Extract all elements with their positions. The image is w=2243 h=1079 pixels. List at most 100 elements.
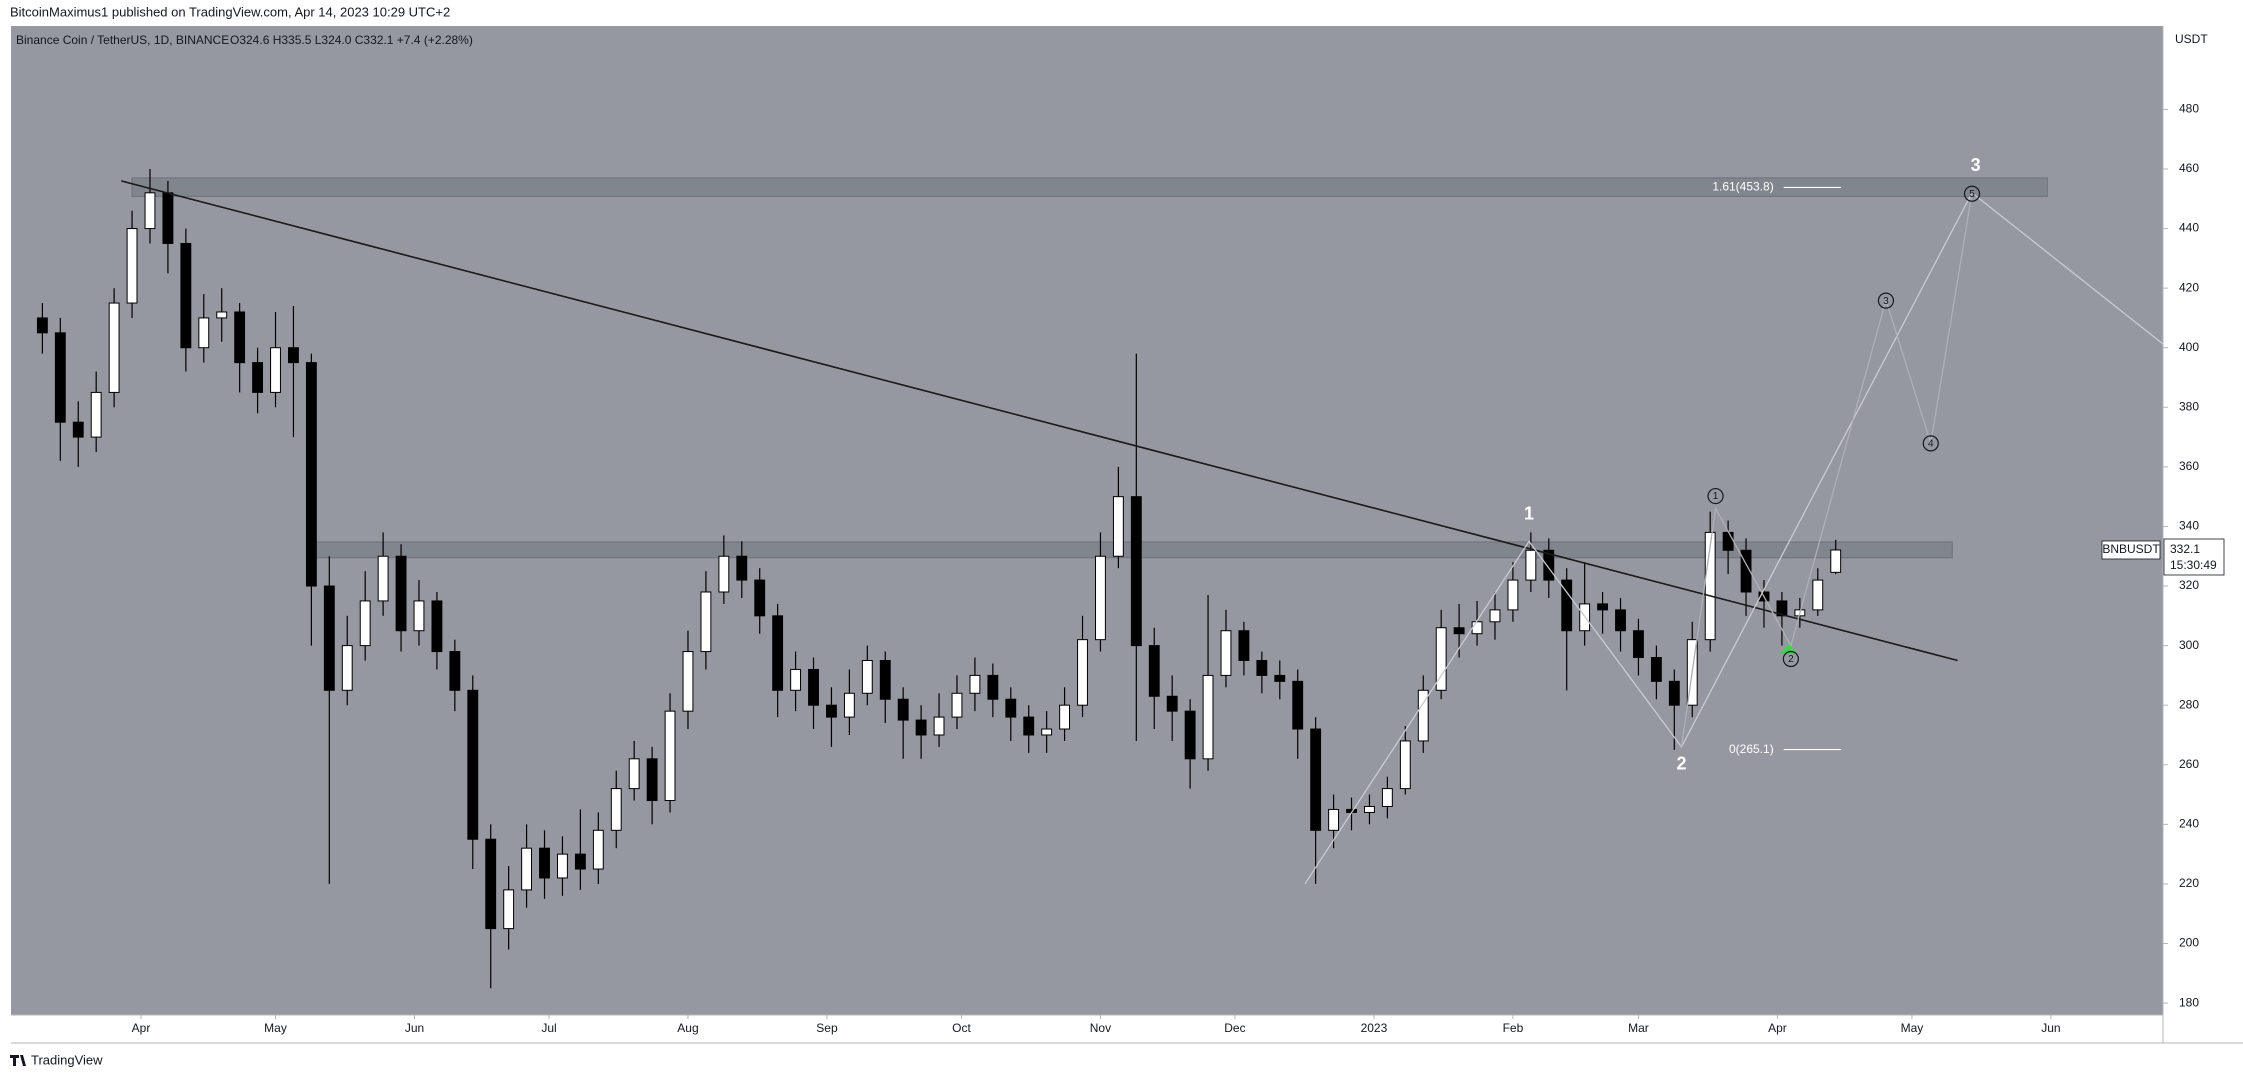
candle-body xyxy=(574,853,586,870)
candle-body xyxy=(36,317,48,334)
last-price-label: 332.1 xyxy=(2170,542,2200,556)
x-tick-label: Oct xyxy=(952,1021,971,1035)
candle-body xyxy=(54,332,66,423)
candle-body xyxy=(431,600,443,653)
y-tick-label: 420 xyxy=(2179,280,2199,294)
x-tick-label: Sep xyxy=(816,1021,838,1035)
countdown-label: 15:30:49 xyxy=(2170,558,2217,572)
candle-body xyxy=(1543,549,1555,581)
candle-body xyxy=(449,651,461,691)
candle-body xyxy=(216,311,228,319)
candle-body xyxy=(790,668,802,691)
candle-body xyxy=(1310,728,1322,831)
wave-label: 3 xyxy=(1971,155,1981,175)
logo-mark xyxy=(10,1055,26,1066)
sub-wave-label: 3 xyxy=(1883,296,1889,307)
candle-body xyxy=(1597,603,1609,611)
candle-body xyxy=(180,242,192,349)
candle-body xyxy=(1489,609,1501,623)
x-tick-label: Aug xyxy=(677,1021,698,1035)
y-tick-label: 360 xyxy=(2179,459,2199,473)
symbol-box xyxy=(2101,540,2161,560)
y-tick-label: 300 xyxy=(2179,638,2199,652)
candle-body xyxy=(969,674,981,694)
candle-body xyxy=(1095,555,1106,641)
candle-body xyxy=(126,228,138,304)
candle-body xyxy=(72,421,84,438)
candle-body xyxy=(628,758,640,790)
candle-body xyxy=(897,698,909,721)
y-tick-label: 200 xyxy=(2179,936,2199,950)
candle-body xyxy=(1148,645,1160,697)
wave-line xyxy=(1680,192,1973,747)
candle-body xyxy=(305,362,317,587)
candle-body xyxy=(485,838,497,930)
wave-label: 1 xyxy=(1524,503,1534,523)
candle-body xyxy=(1364,805,1375,813)
last-price-box xyxy=(2163,538,2225,576)
y-tick-label: 380 xyxy=(2179,399,2199,413)
candle-body xyxy=(108,302,120,393)
x-tick-label: Apr xyxy=(1768,1021,1787,1035)
y-tick-label: 240 xyxy=(2179,817,2199,831)
y-tick-label: 220 xyxy=(2179,876,2199,890)
candle-body xyxy=(234,311,246,364)
y-tick-label: 180 xyxy=(2179,995,2199,1009)
candle-body xyxy=(503,889,515,930)
candle-body xyxy=(323,585,335,691)
candle-body xyxy=(664,710,676,802)
sub-wave-label: 4 xyxy=(1928,438,1934,449)
plot-background xyxy=(11,26,2163,1015)
candle-body xyxy=(861,660,873,694)
chart-layer: 1.61(453.8) 0(265.1) 1 2 3 1 2 3 4 5 xyxy=(36,155,2165,989)
x-tick-label: Jun xyxy=(2041,1021,2060,1035)
y-tick-label: 280 xyxy=(2179,697,2199,711)
trendline xyxy=(121,180,1958,662)
candle-body xyxy=(1650,657,1662,682)
candle-body xyxy=(718,555,730,593)
x-tick-label: May xyxy=(1901,1021,1924,1035)
fib-label: 1.61(453.8) xyxy=(1712,180,1773,194)
candle-body xyxy=(1507,579,1519,611)
candle-body xyxy=(1166,695,1178,712)
footer-brand: TradingView xyxy=(31,1052,103,1067)
candle-body xyxy=(843,692,855,718)
candle-body xyxy=(377,555,389,602)
candle-body xyxy=(521,847,533,891)
fib-label: 0(265.1) xyxy=(1729,742,1774,756)
sub-wave-circle xyxy=(1782,650,1799,668)
candle-body xyxy=(1471,621,1483,635)
candle-body xyxy=(1399,740,1411,790)
candle-body xyxy=(1328,808,1340,831)
candle-body xyxy=(1525,549,1537,581)
candle-body xyxy=(610,788,622,831)
x-tick-label: 2023 xyxy=(1361,1021,1388,1035)
candle-body xyxy=(1453,627,1465,635)
sub-wave-circle xyxy=(1707,487,1724,505)
x-tick-label: Jul xyxy=(541,1021,556,1035)
y-tick-label: 320 xyxy=(2179,578,2199,592)
candle-body xyxy=(90,391,102,438)
y-tick-label: 260 xyxy=(2179,757,2199,771)
candle-body xyxy=(1274,674,1286,682)
wave-label: 2 xyxy=(1676,754,1686,774)
candle-body xyxy=(592,829,604,870)
y-tick-label: 340 xyxy=(2179,519,2199,533)
sub-wave-label: 5 xyxy=(1969,189,1975,200)
candle-body xyxy=(1435,627,1447,691)
candle-body xyxy=(341,645,353,691)
candle-body xyxy=(772,615,784,691)
candle-body xyxy=(754,579,766,617)
candle-body xyxy=(879,660,891,700)
candle-body xyxy=(1077,639,1088,706)
candle-body xyxy=(700,591,712,653)
candle-body xyxy=(987,674,999,700)
candle-body xyxy=(144,192,156,230)
candle-body xyxy=(1238,630,1250,662)
sub-wave-circle xyxy=(1922,435,1939,452)
candle-body xyxy=(736,555,748,581)
candle-body xyxy=(1059,704,1071,730)
price-zone xyxy=(131,177,2048,197)
x-tick-label: Nov xyxy=(1090,1021,1111,1035)
x-tick-label: Feb xyxy=(1503,1021,1524,1035)
